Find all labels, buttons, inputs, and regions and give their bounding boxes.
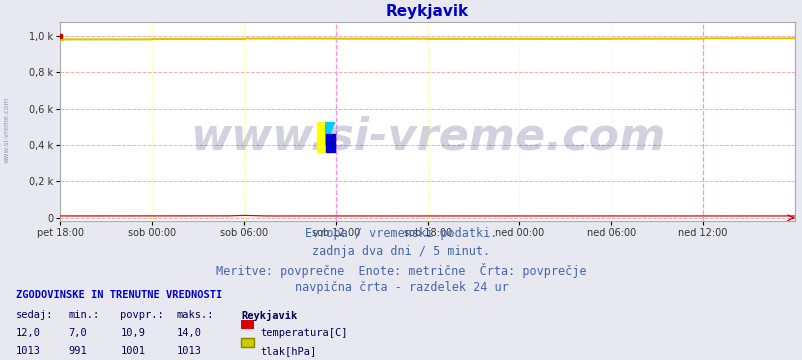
Text: 7,0: 7,0 xyxy=(68,328,87,338)
Text: zadnja dva dni / 5 minut.: zadnja dva dni / 5 minut. xyxy=(312,245,490,258)
Text: 14,0: 14,0 xyxy=(176,328,201,338)
Text: Meritve: povprečne  Enote: metrične  Črta: povprečje: Meritve: povprečne Enote: metrične Črta:… xyxy=(216,263,586,278)
Text: tlak[hPa]: tlak[hPa] xyxy=(260,346,316,356)
Text: Reykjavik: Reykjavik xyxy=(241,310,297,321)
Text: www.si-vreme.com: www.si-vreme.com xyxy=(189,116,665,159)
Title: Reykjavik: Reykjavik xyxy=(386,4,468,19)
Text: www.si-vreme.com: www.si-vreme.com xyxy=(3,96,10,163)
Text: Evropa / vremenski podatki.: Evropa / vremenski podatki. xyxy=(305,227,497,240)
Text: 1001: 1001 xyxy=(120,346,145,356)
Text: navpična črta - razdelek 24 ur: navpična črta - razdelek 24 ur xyxy=(294,281,508,294)
Text: 1013: 1013 xyxy=(176,346,201,356)
Text: 12,0: 12,0 xyxy=(16,328,41,338)
Text: 1013: 1013 xyxy=(16,346,41,356)
Text: povpr.:: povpr.: xyxy=(120,310,164,320)
Bar xyxy=(317,122,326,153)
Text: 991: 991 xyxy=(68,346,87,356)
Text: temperatura[C]: temperatura[C] xyxy=(260,328,347,338)
Text: sedaj:: sedaj: xyxy=(16,310,54,320)
Bar xyxy=(326,135,334,153)
Text: maks.:: maks.: xyxy=(176,310,214,320)
Text: ZGODOVINSKE IN TRENUTNE VREDNOSTI: ZGODOVINSKE IN TRENUTNE VREDNOSTI xyxy=(16,290,222,300)
Text: min.:: min.: xyxy=(68,310,99,320)
Polygon shape xyxy=(326,122,334,145)
Text: 10,9: 10,9 xyxy=(120,328,145,338)
